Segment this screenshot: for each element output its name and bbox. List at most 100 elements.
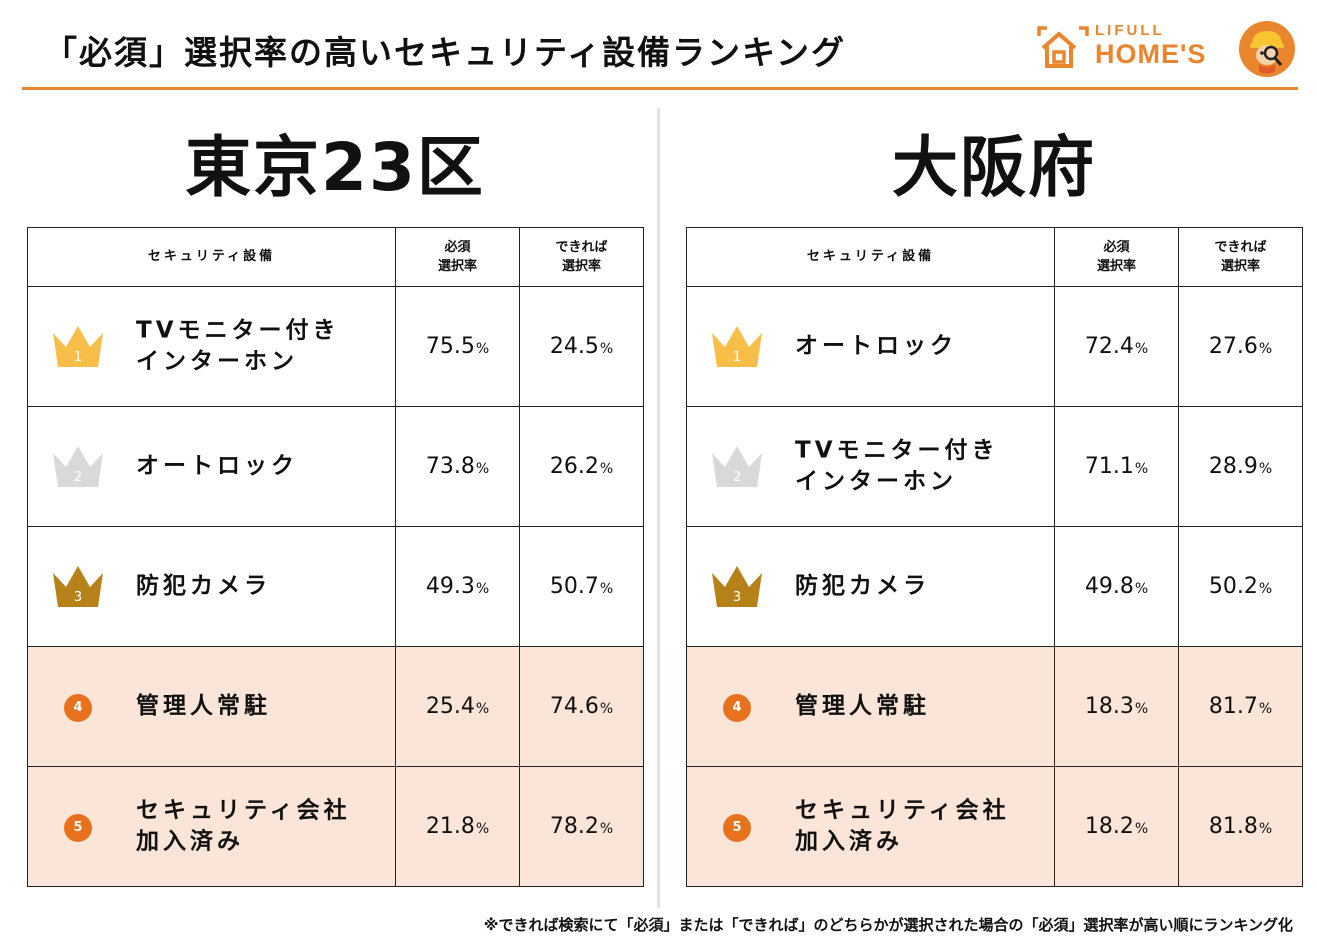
preferred-rate-cell: 28.9% — [1178, 406, 1303, 527]
rank-4-circle-icon: 4 — [50, 682, 106, 732]
facility-name: 管理人常駐 — [136, 692, 271, 719]
title-underline — [22, 87, 1298, 90]
ranking-table: セキュリティ設備 必須 選択率 できれば 選択率 1 TVモニター付き インター… — [27, 227, 644, 887]
percent-unit: % — [1134, 581, 1149, 597]
facility-name: 防犯カメラ — [136, 572, 271, 599]
preferred-rate-value: 50.2 — [1208, 574, 1258, 599]
percent-unit: % — [599, 461, 614, 477]
percent-unit: % — [1258, 461, 1273, 477]
facility-name: TVモニター付き インターホン — [136, 316, 340, 375]
rank-number: 1 — [733, 350, 741, 365]
header-preferred-rate: できれば 選択率 — [1178, 227, 1303, 287]
preferred-rate-value: 28.9 — [1208, 454, 1258, 479]
percent-unit: % — [1258, 821, 1273, 837]
mascot-icon — [1239, 21, 1295, 77]
center-divider — [657, 108, 660, 908]
table-header-row: セキュリティ設備 必須 選択率 できれば 選択率 — [686, 227, 1303, 287]
facility-cell: 1 オートロック — [686, 286, 1055, 407]
percent-unit: % — [475, 341, 490, 357]
house-icon — [1037, 26, 1089, 68]
lifull-homes-logo: LIFULL HOME'S — [1035, 20, 1297, 80]
table-row: 1 オートロック 72.4% 27.6% — [686, 286, 1303, 407]
required-rate-cell: 18.2% — [1054, 766, 1179, 887]
percent-unit: % — [599, 581, 614, 597]
required-rate-value: 21.8 — [425, 814, 475, 839]
preferred-rate-cell: 50.2% — [1178, 526, 1303, 647]
required-rate-cell: 71.1% — [1054, 406, 1179, 527]
facility-cell: 5 セキュリティ会社 加入済み — [27, 766, 396, 887]
facility-name: TVモニター付き インターホン — [795, 436, 999, 495]
table-row: 2 TVモニター付き インターホン 71.1% 28.9% — [686, 406, 1303, 527]
table-row: 5 セキュリティ会社 加入済み 18.2% 81.8% — [686, 766, 1303, 887]
required-rate-cell: 21.8% — [395, 766, 520, 887]
percent-unit: % — [1134, 461, 1149, 477]
facility-name: セキュリティ会社 加入済み — [795, 796, 1010, 855]
preferred-rate-value: 74.6 — [549, 694, 599, 719]
preferred-rate-cell: 81.8% — [1178, 766, 1303, 887]
percent-unit: % — [1134, 821, 1149, 837]
preferred-rate-cell: 27.6% — [1178, 286, 1303, 407]
header-required-rate: 必須 選択率 — [395, 227, 520, 287]
required-rate-value: 49.3 — [425, 574, 475, 599]
facility-name: オートロック — [795, 332, 957, 359]
preferred-rate-cell: 26.2% — [519, 406, 644, 527]
required-rate-cell: 18.3% — [1054, 646, 1179, 767]
rank-number: 5 — [64, 813, 92, 842]
rank-5-circle-icon: 5 — [709, 802, 765, 852]
footnote: ※できれば検索にて「必須」または「できれば」のどちらかが選択された場合の「必須」… — [483, 916, 1293, 934]
preferred-rate-value: 81.7 — [1208, 694, 1258, 719]
required-rate-value: 72.4 — [1084, 334, 1134, 359]
rank-number: 4 — [64, 693, 92, 722]
facility-cell: 4 管理人常駐 — [686, 646, 1055, 767]
rank-number: 2 — [74, 470, 82, 485]
table-row: 5 セキュリティ会社 加入済み 21.8% 78.2% — [27, 766, 644, 887]
percent-unit: % — [475, 581, 490, 597]
rank-number: 1 — [74, 350, 82, 365]
required-rate-cell: 75.5% — [395, 286, 520, 407]
rank-number: 3 — [74, 590, 82, 605]
rank-4-circle-icon: 4 — [709, 682, 765, 732]
required-rate-value: 49.8 — [1084, 574, 1134, 599]
facility-name: 管理人常駐 — [795, 692, 930, 719]
table-row: 3 防犯カメラ 49.3% 50.7% — [27, 526, 644, 647]
required-rate-value: 71.1 — [1084, 454, 1134, 479]
facility-cell: 2 TVモニター付き インターホン — [686, 406, 1055, 527]
preferred-rate-cell: 81.7% — [1178, 646, 1303, 767]
percent-unit: % — [1134, 341, 1149, 357]
percent-unit: % — [475, 461, 490, 477]
facility-name: セキュリティ会社 加入済み — [136, 796, 351, 855]
rank-3-crown-icon: 3 — [50, 562, 106, 612]
preferred-rate-cell: 24.5% — [519, 286, 644, 407]
page-title: 「必須」選択率の高いセキュリティ設備ランキング — [44, 33, 847, 72]
table-row: 4 管理人常駐 18.3% 81.7% — [686, 646, 1303, 767]
preferred-rate-value: 27.6 — [1208, 334, 1258, 359]
rank-3-crown-icon: 3 — [709, 562, 765, 612]
header-required-rate: 必須 選択率 — [1054, 227, 1179, 287]
table-row: 2 オートロック 73.8% 26.2% — [27, 406, 644, 527]
percent-unit: % — [1258, 581, 1273, 597]
required-rate-cell: 72.4% — [1054, 286, 1179, 407]
rank-5-circle-icon: 5 — [50, 802, 106, 852]
rank-number: 4 — [723, 693, 751, 722]
preferred-rate-value: 78.2 — [549, 814, 599, 839]
percent-unit: % — [1134, 701, 1149, 717]
tokyo-panel: 東京23区 セキュリティ設備 必須 選択率 できれば 選択率 1 TVモニター付… — [27, 110, 644, 887]
facility-name: オートロック — [136, 452, 298, 479]
logo-line1: LIFULL — [1095, 22, 1165, 39]
rank-number: 2 — [733, 470, 741, 485]
percent-unit: % — [599, 701, 614, 717]
percent-unit: % — [475, 701, 490, 717]
required-rate-cell: 73.8% — [395, 406, 520, 527]
rank-1-crown-icon: 1 — [709, 322, 765, 372]
percent-unit: % — [1258, 341, 1273, 357]
facility-cell: 2 オートロック — [27, 406, 396, 527]
required-rate-cell: 49.8% — [1054, 526, 1179, 647]
osaka-panel: 大阪府 セキュリティ設備 必須 選択率 できれば 選択率 1 オートロック 72… — [686, 110, 1303, 887]
preferred-rate-cell: 50.7% — [519, 526, 644, 647]
required-rate-cell: 25.4% — [395, 646, 520, 767]
preferred-rate-cell: 78.2% — [519, 766, 644, 887]
facility-name: 防犯カメラ — [795, 572, 930, 599]
header-facility: セキュリティ設備 — [686, 227, 1055, 287]
rank-1-crown-icon: 1 — [50, 322, 106, 372]
facility-cell: 5 セキュリティ会社 加入済み — [686, 766, 1055, 887]
